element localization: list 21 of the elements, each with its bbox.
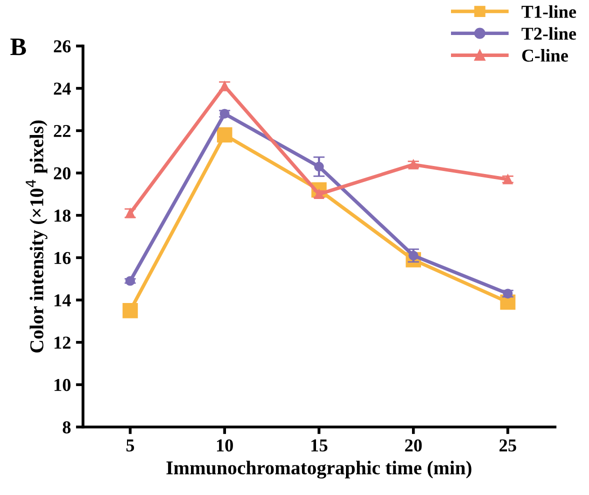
legend-label: C-line xyxy=(522,49,568,62)
x-tick-label: 10 xyxy=(217,439,233,452)
y-tick-label: 22 xyxy=(54,124,70,137)
y-tick-label: 20 xyxy=(54,167,71,180)
y-tick-label: 26 xyxy=(54,40,71,52)
x-axis-title: Immunochromatographic time (min) xyxy=(166,460,472,479)
y-tick-label: 10 xyxy=(54,378,71,392)
y-tick-label: 12 xyxy=(54,336,70,349)
y-tick-label: 8 xyxy=(62,421,71,434)
y-tick-label: 24 xyxy=(54,82,71,95)
y-axis-title: Color intensity (×10$^{4}$ pixels) xyxy=(26,120,48,353)
legend-label: T2-line xyxy=(522,27,576,40)
y-tick-label: 14 xyxy=(54,294,71,306)
x-tick-label: 20 xyxy=(405,439,422,452)
legend-label: T1-line xyxy=(522,5,576,18)
x-tick-label: 5 xyxy=(126,440,134,452)
y-tick-label: 16 xyxy=(54,252,71,264)
y-tick-label: 18 xyxy=(54,210,71,222)
x-tick-label: 15 xyxy=(311,439,328,452)
text: B xyxy=(10,38,26,56)
x-tick-label: 25 xyxy=(500,439,516,452)
